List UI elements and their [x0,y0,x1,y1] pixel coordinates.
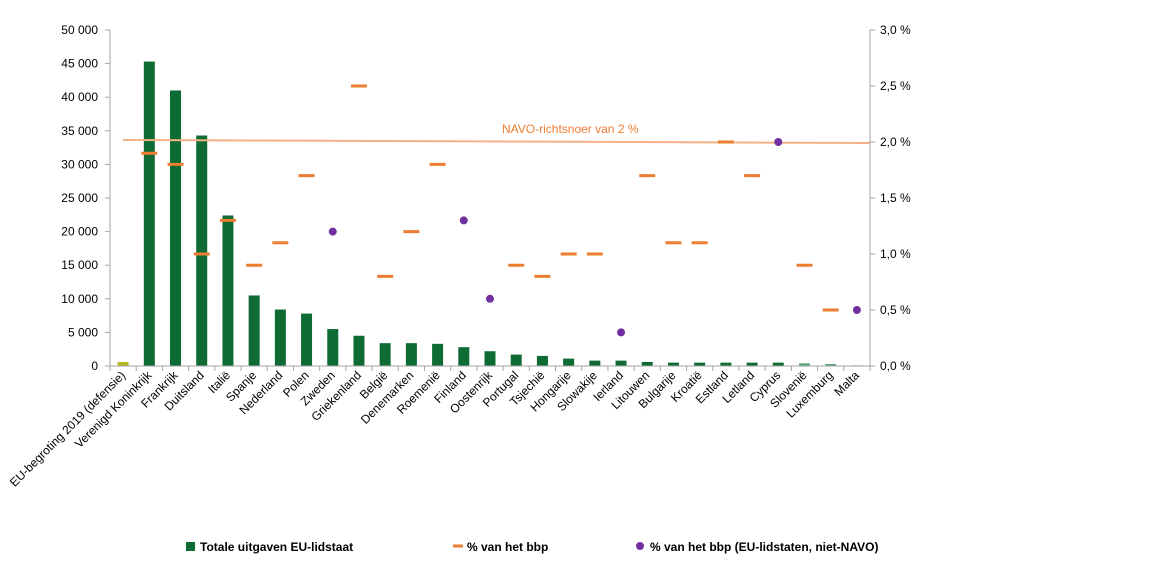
y-left-tick-label-4: 20 000 [61,225,98,239]
legend-swatch-dot [636,542,644,550]
bar-25 [772,362,784,366]
bar-13 [458,347,470,366]
bar-4 [222,215,234,366]
x-category-label-28: Malta [831,368,862,399]
y-left-tick-label-0: 0 [91,359,98,373]
x-category-label-0: EU-begroting 2019 (defensie) [7,368,128,489]
gdp-dot-19 [617,328,626,337]
bar-1 [143,61,155,367]
bar-16 [536,355,548,366]
gdp-dot-28 [852,306,861,314]
gdp-dot-25 [774,138,783,146]
bars-layer [117,61,863,367]
bar-15 [510,354,522,366]
bar-18 [589,360,601,366]
bar-10 [379,343,391,366]
bar-17 [563,358,575,366]
bar-22 [694,362,706,366]
bar-12 [432,343,444,366]
y-right-tick-label-0: 0,0 % [880,359,911,373]
bar-2 [170,90,182,366]
bar-0 [117,361,129,366]
y-right-tick-label-5: 2,5 % [880,79,911,93]
axes-layer: 0 5 000 10 000 15 000 20 000 25 000 30 000 35 0… [7,23,911,489]
bar-24 [746,362,758,366]
y-left-tick-label-5: 25 000 [61,191,98,205]
markers-layer [141,84,861,337]
y-right-tick-label-1: 0,5 % [880,303,911,317]
bar-20 [641,361,653,366]
y-right-tick-label-4: 2,0 % [880,135,911,149]
y-left-tick-label-7: 35 000 [61,124,98,138]
bar-23 [720,362,732,366]
y-left-tick-label-3: 15 000 [61,258,98,272]
bar-6 [274,309,286,366]
bar-21 [667,362,679,366]
bar-7 [301,313,313,366]
bar-9 [353,335,365,366]
legend-swatch-bars [186,542,195,551]
y-left-tick-label-9: 45 000 [61,57,98,71]
legend-label-dot: % van het bbp (EU-lidstaten, niet-NAVO) [650,540,878,554]
y-left-tick-label-1: 5 000 [68,325,98,339]
legend-label-bars: Totale uitgaven EU-lidstaat [200,540,353,554]
y-left-tick-label-2: 10 000 [61,292,98,306]
bar-5 [248,295,260,366]
nato-guideline-line [122,139,871,144]
bar-19 [615,360,627,366]
y-right-tick-label-2: 1,0 % [880,247,911,261]
bar-3 [196,135,208,366]
bar-26 [798,363,810,366]
y-right-tick-label-3: 1,5 % [880,191,911,205]
gdp-dot-8 [328,227,337,236]
nato-guideline-label: NAVO-richtsnoer van 2 % [502,122,639,136]
bar-14 [484,351,496,366]
y-right-tick-label-6: 3,0 % [880,23,911,37]
y-left-tick-label-6: 30 000 [61,157,98,171]
gdp-dot-14 [486,294,494,303]
gdp-dot-13 [459,216,468,225]
bar-27 [825,363,837,366]
y-left-tick-label-10: 50 000 [61,23,98,37]
y-left-tick-label-8: 40 000 [61,90,98,104]
legend-label-dash: % van het bbp [467,540,548,554]
bar-8 [327,329,339,366]
bar-11 [405,343,417,366]
reference-layer: NAVO-richtsnoer van 2 % [122,122,871,144]
legend: Totale uitgaven EU-lidstaat % van het bbp… [186,540,878,554]
